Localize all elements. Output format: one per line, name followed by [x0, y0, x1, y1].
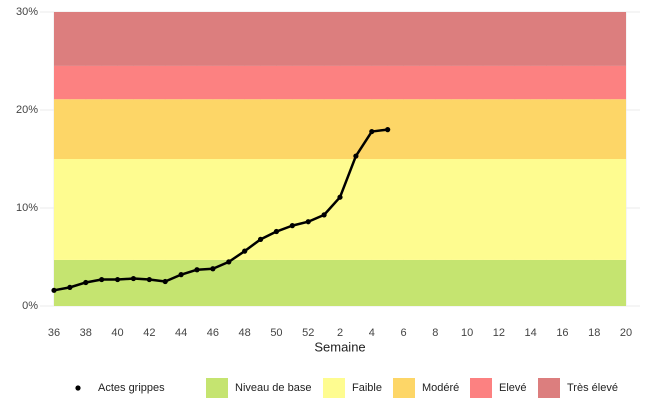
legend-swatch: [470, 378, 492, 398]
point: [146, 276, 152, 283]
legend-label: Modéré: [422, 382, 459, 394]
x-tick-label: 50: [270, 327, 282, 339]
y-tick-label: 20%: [16, 104, 38, 116]
x-tick-label: 8: [432, 327, 438, 339]
legend-swatch: [323, 378, 345, 398]
risk-band: [54, 65, 626, 100]
point: [353, 153, 359, 159]
x-tick-label: 2: [337, 327, 343, 339]
x-tick-label: 42: [143, 327, 155, 339]
y-tick-label: 10%: [16, 202, 38, 214]
risk-band: [54, 99, 626, 159]
x-tick-label: 48: [239, 327, 251, 339]
point: [162, 278, 168, 285]
point: [385, 127, 391, 133]
x-tick-label: 14: [525, 327, 537, 339]
point: [337, 194, 343, 200]
legend-label: Niveau de base: [235, 382, 311, 394]
point: [99, 276, 105, 283]
legend-marker: [75, 385, 81, 391]
legend-label: Actes grippes: [98, 382, 165, 394]
point: [51, 287, 57, 293]
x-tick-label: 16: [556, 327, 568, 339]
point: [67, 284, 73, 290]
point: [194, 267, 200, 273]
point: [226, 259, 232, 265]
legend-swatch: [538, 378, 560, 398]
x-tick-label: 18: [588, 327, 600, 339]
risk-band: [54, 12, 626, 66]
legend-swatch: [393, 378, 415, 398]
point: [273, 228, 280, 235]
x-tick-label: 20: [620, 327, 632, 339]
x-tick-label: 12: [493, 327, 505, 339]
x-tick-label: 52: [302, 327, 314, 339]
x-axis-label: Semaine: [314, 339, 365, 354]
legend-label: Très élevé: [567, 382, 618, 394]
point: [257, 236, 264, 242]
point: [130, 275, 137, 282]
point: [289, 223, 295, 229]
x-tick-label: 46: [207, 327, 219, 339]
x-tick-label: 36: [48, 327, 60, 339]
x-tick-label: 44: [175, 327, 187, 339]
x-tick-label: 38: [80, 327, 92, 339]
point: [321, 212, 327, 218]
legend-label: Elevé: [499, 382, 527, 394]
point: [210, 266, 216, 272]
point: [242, 248, 248, 254]
x-tick-label: 6: [400, 327, 406, 339]
x-tick-label: 4: [369, 327, 375, 339]
y-tick-label: 30%: [16, 6, 38, 18]
y-tick-label: 0%: [22, 300, 38, 312]
risk-band: [54, 159, 626, 260]
point: [369, 128, 375, 135]
legend-label: Faible: [352, 382, 382, 394]
x-tick-label: 40: [111, 327, 123, 339]
point: [305, 219, 311, 225]
legend-swatch: [206, 378, 228, 398]
point: [83, 279, 89, 286]
line: [53, 128, 388, 292]
point: [114, 276, 121, 283]
x-tick-label: 10: [461, 327, 473, 339]
risk-band: [54, 259, 626, 306]
point: [178, 272, 184, 278]
